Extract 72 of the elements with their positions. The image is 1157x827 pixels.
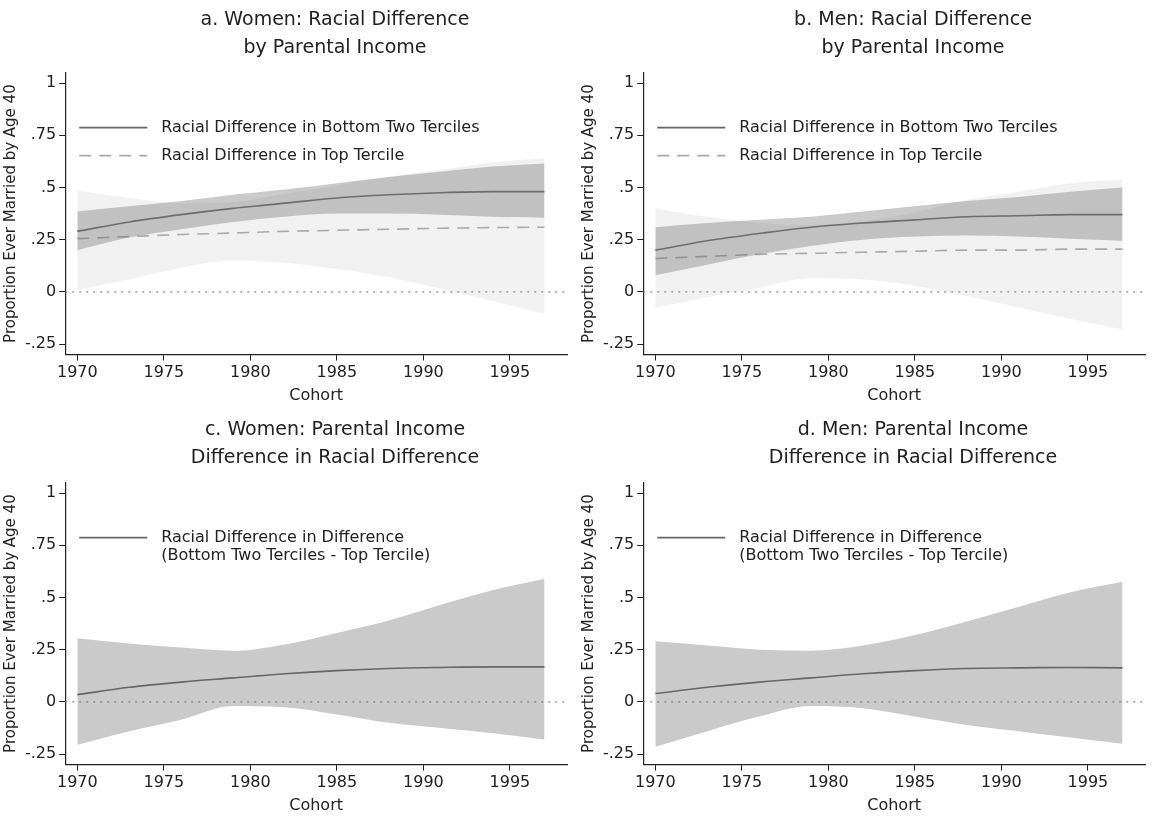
y-tick-label: 0 [46, 281, 57, 301]
x-tick-label: 1990 [403, 362, 444, 382]
y-axis-title: Proportion Ever Married by Age 40 [578, 84, 597, 343]
y-tick-label: 1 [46, 482, 57, 502]
y-tick-label: .5 [40, 586, 57, 606]
x-axis-title: Cohort [289, 384, 343, 404]
y-axis-title: Proportion Ever Married by Age 40 [0, 494, 19, 753]
y-tick-label: -.25 [603, 743, 635, 763]
y-tick-label: 1 [46, 72, 57, 92]
x-tick-label: 1985 [894, 772, 936, 792]
x-tick-label: 1970 [634, 772, 676, 792]
x-tick-label: 1980 [230, 772, 271, 792]
x-tick-label: 1975 [143, 362, 185, 382]
x-tick-label: 1970 [56, 362, 98, 382]
chart-title: b. Men: Racial Difference by Parental Income [793, 6, 1033, 59]
x-tick-label: 1975 [721, 772, 763, 792]
y-tick-label: .75 [608, 124, 635, 144]
y-tick-label: -.25 [603, 333, 635, 353]
y-tick-label: .75 [608, 534, 635, 554]
x-tick-label: 1990 [403, 772, 444, 792]
legend-label: Racial Difference in Top Tercile [739, 144, 983, 164]
y-axis-title: Proportion Ever Married by Age 40 [578, 494, 597, 753]
y-axis-title: Proportion Ever Married by Age 40 [0, 84, 19, 343]
y-tick-label: .75 [30, 124, 57, 144]
line-series [76, 190, 546, 233]
line-series [654, 666, 1124, 695]
chart-title: c. Women: Parental Income Difference in Racial Difference [189, 416, 481, 469]
y-tick-label: .5 [40, 176, 57, 196]
line-series [76, 226, 546, 240]
x-tick-label: 1990 [981, 362, 1022, 382]
x-tick-label: 1985 [316, 362, 358, 382]
y-tick-label: .25 [608, 638, 635, 658]
legend-label: Racial Difference in Difference (Bottom Two Terciles - Top Tercile) [739, 526, 1009, 564]
x-tick-label: 1970 [634, 362, 676, 382]
x-tick-label: 1980 [808, 772, 849, 792]
y-tick-label: 1 [624, 482, 635, 502]
x-axis-title: Cohort [289, 794, 343, 814]
x-tick-label: 1995 [489, 772, 531, 792]
legend-label: Racial Difference in Bottom Two Terciles [161, 116, 480, 136]
x-tick-label: 1980 [230, 362, 271, 382]
x-tick-label: 1985 [894, 362, 936, 382]
x-tick-label: 1995 [489, 362, 531, 382]
legend-label: Racial Difference in Bottom Two Terciles [739, 116, 1058, 136]
y-tick-label: .25 [30, 228, 57, 248]
x-tick-label: 1990 [981, 772, 1022, 792]
x-tick-label: 1975 [721, 362, 763, 382]
y-tick-label: .5 [618, 586, 635, 606]
x-tick-label: 1995 [1067, 362, 1109, 382]
y-tick-label: .5 [618, 176, 635, 196]
legend-label: Racial Difference in Top Tercile [161, 144, 405, 164]
x-tick-label: 1975 [143, 772, 185, 792]
y-tick-label: .25 [30, 638, 57, 658]
y-tick-label: .75 [30, 534, 57, 554]
y-tick-label: -.25 [25, 743, 57, 763]
x-axis-title: Cohort [867, 794, 921, 814]
y-tick-label: 0 [624, 691, 635, 711]
chart-title: a. Women: Racial Difference by Parental Income [199, 6, 471, 59]
y-tick-label: .25 [608, 228, 635, 248]
x-tick-label: 1980 [808, 362, 849, 382]
x-tick-label: 1995 [1067, 772, 1109, 792]
line-series [654, 213, 1124, 251]
y-tick-label: 0 [624, 281, 635, 301]
line-series [76, 666, 546, 696]
legend-label: Racial Difference in Difference (Bottom Two Terciles - Top Tercile) [161, 526, 431, 564]
x-tick-label: 1985 [316, 772, 358, 792]
line-series [654, 248, 1124, 260]
x-tick-label: 1970 [56, 772, 98, 792]
y-tick-label: 1 [624, 72, 635, 92]
y-tick-label: 0 [46, 691, 57, 711]
x-axis-title: Cohort [867, 384, 921, 404]
chart-title: d. Men: Parental Income Difference in Racial Difference [767, 416, 1059, 469]
y-tick-label: -.25 [25, 333, 57, 353]
